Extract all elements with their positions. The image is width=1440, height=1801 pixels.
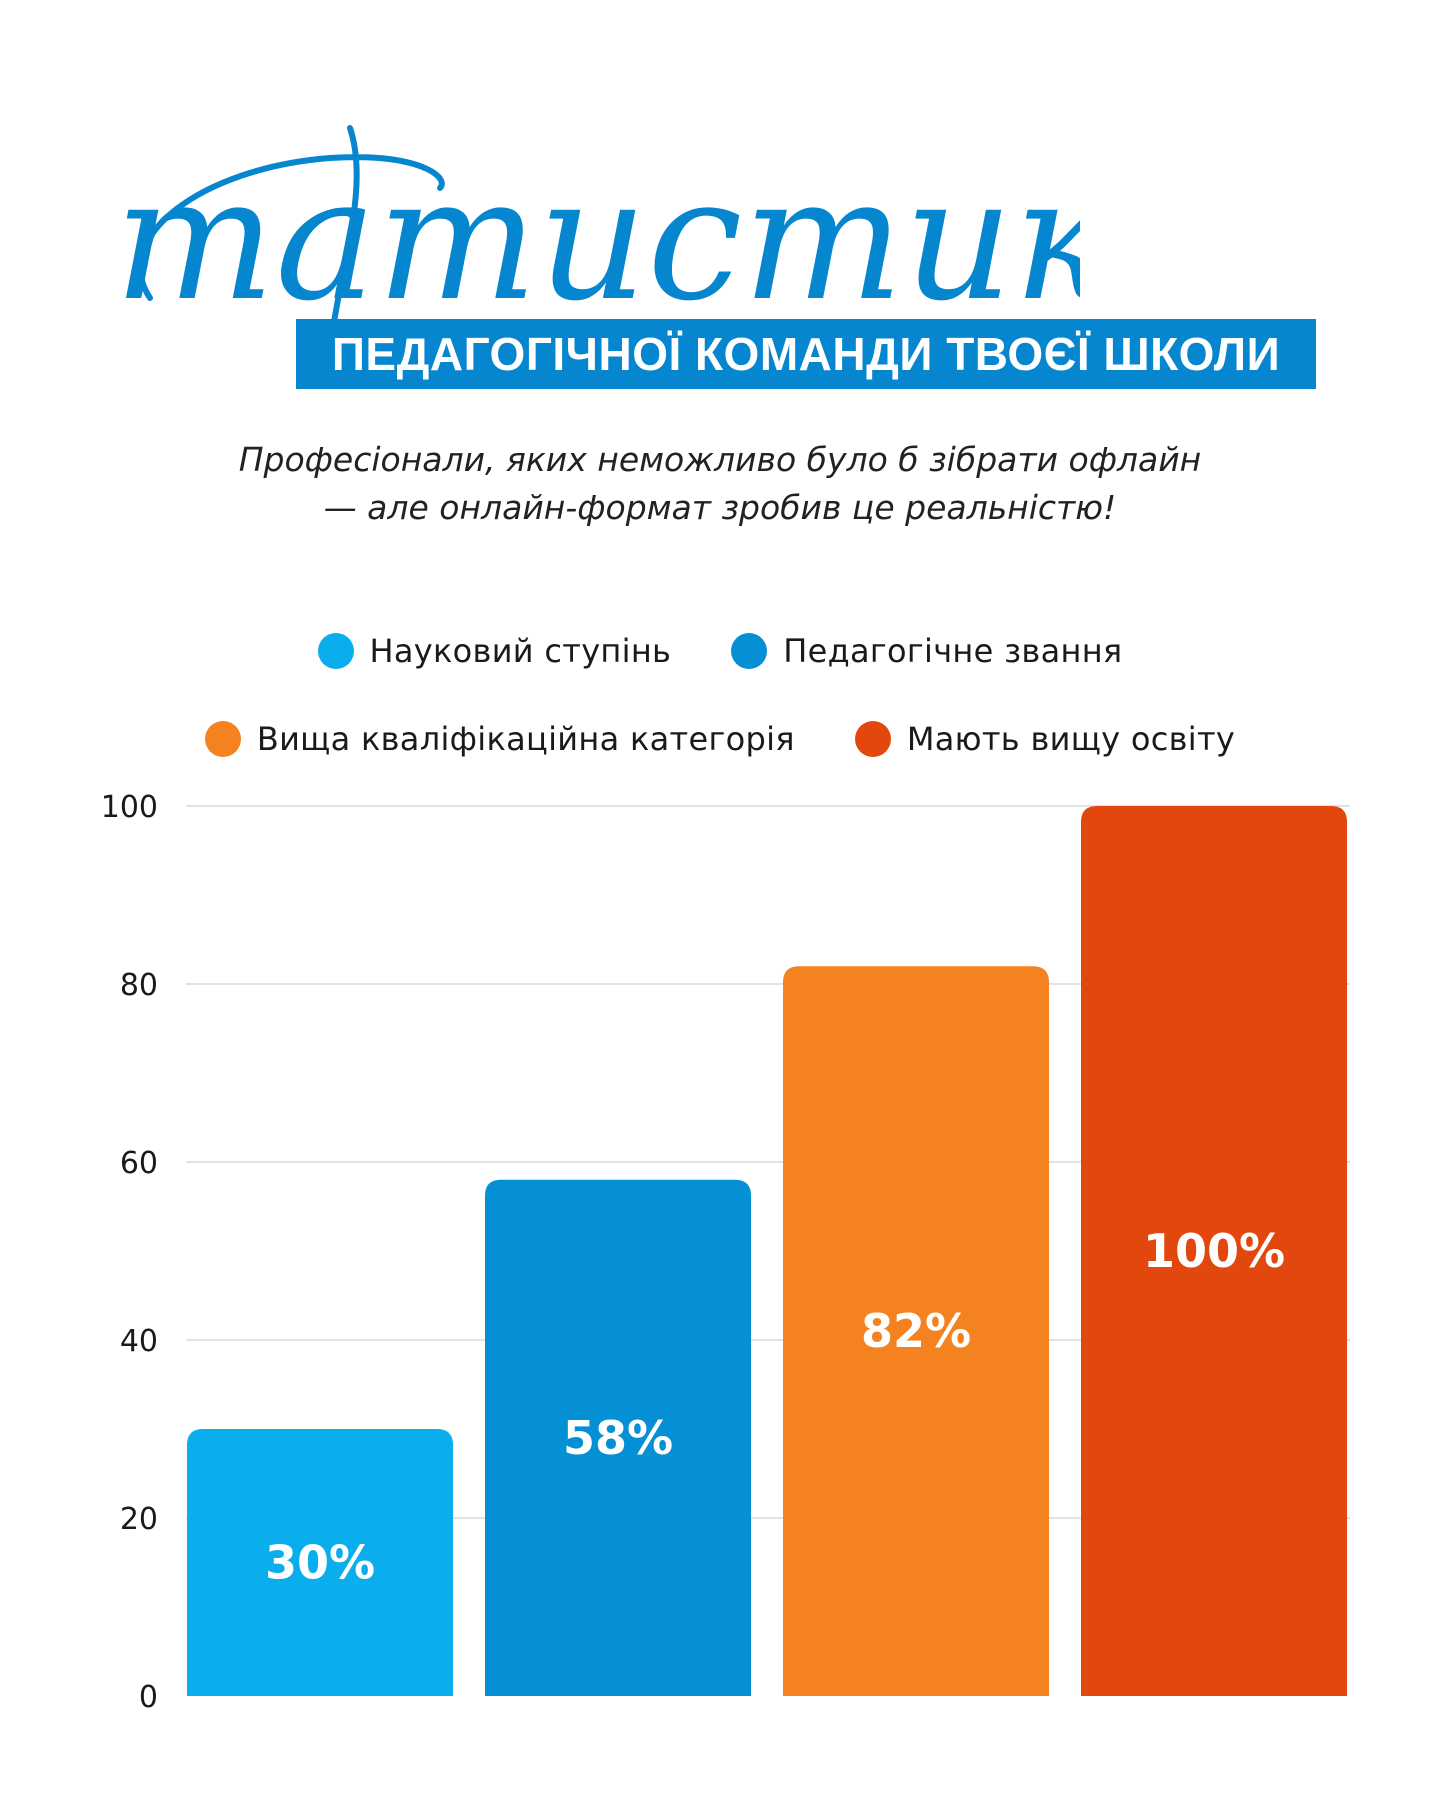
y-tick-label-60: 60 — [120, 1146, 158, 1181]
description-line-1: Професіонали, яких неможливо було б зібр… — [238, 440, 1202, 479]
y-tick-label-100: 100 — [101, 790, 158, 825]
y-tick-label-0: 0 — [139, 1680, 158, 1715]
legend-label-science-degree: Науковий ступінь — [369, 632, 672, 670]
bar-2 — [485, 1179, 751, 1696]
subtitle-banner: ПЕДАГОГІЧНОЇ КОМАНДИ ТВОЄЇ ШКОЛИ — [296, 319, 1316, 389]
legend-dot-pedagogical-title — [731, 633, 768, 669]
legend-item-science-degree: Науковий ступінь — [317, 632, 672, 670]
script-title: Статистика — [120, 125, 1080, 351]
legend-dot-highest-category — [204, 721, 241, 757]
bar-value-label-4: 100% — [1143, 1224, 1285, 1278]
bar-value-label-2: 58% — [563, 1411, 673, 1465]
y-tick-label-20: 20 — [120, 1502, 158, 1537]
legend-row-2: Вища кваліфікаційна категорія Мають вищу… — [0, 720, 1440, 758]
legend-label-pedagogical-title: Педагогічне звання — [783, 632, 1123, 670]
y-tick-label-80: 80 — [120, 968, 158, 1003]
description-line-2: — але онлайн-формат зробив це реальністю… — [323, 488, 1117, 527]
y-tick-label-40: 40 — [120, 1324, 158, 1359]
bar-chart: 0 20 40 60 80 100 30% 58% 82% 100% — [101, 790, 1350, 1715]
bar-1 — [187, 1429, 453, 1696]
legend-item-pedagogical-title: Педагогічне звання — [731, 632, 1122, 670]
legend-label-higher-education: Мають вищу освіту — [906, 720, 1236, 758]
bar-value-label-1: 30% — [265, 1536, 375, 1590]
script-title-text: Статистика — [120, 141, 1080, 339]
legend-row-1: Науковий ступінь Педагогічне звання — [0, 632, 1440, 670]
legend-dot-higher-education — [854, 721, 891, 757]
banner-text: ПЕДАГОГІЧНОЇ КОМАНДИ ТВОЄЇ ШКОЛИ — [331, 328, 1281, 380]
legend-item-higher-education: Мають вищу освіту — [854, 720, 1236, 758]
legend-label-highest-category: Вища кваліфікаційна категорія — [256, 720, 795, 758]
legend-dot-science-degree — [317, 633, 354, 669]
bar-value-label-3: 82% — [861, 1304, 971, 1358]
bar-4 — [1081, 806, 1347, 1696]
title-swash — [137, 125, 445, 351]
legend-item-highest-category: Вища кваліфікаційна категорія — [204, 720, 795, 758]
bar-3 — [783, 966, 1049, 1696]
